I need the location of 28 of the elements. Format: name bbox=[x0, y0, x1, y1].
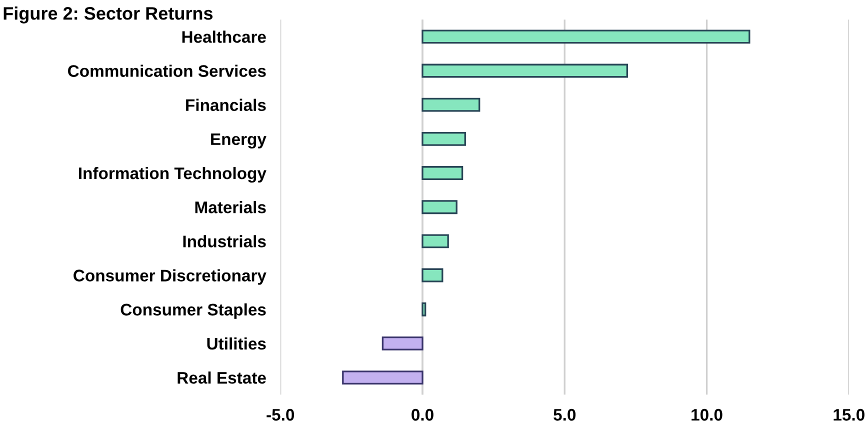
y-tick-label: Financials bbox=[186, 98, 266, 112]
bar bbox=[382, 336, 424, 350]
y-tick-label: Information Technology bbox=[79, 166, 266, 183]
y-tick-label: Real Estate bbox=[178, 371, 266, 384]
bar bbox=[422, 302, 426, 316]
x-tick-label: 0.0 bbox=[412, 408, 434, 421]
x-tick-label: 10.0 bbox=[692, 408, 722, 421]
y-tick-label: Communication Services bbox=[68, 64, 266, 77]
text: Figure 2: Sector Returns bbox=[4, 6, 213, 24]
bar bbox=[422, 200, 458, 214]
bar bbox=[422, 268, 444, 282]
bar bbox=[422, 64, 628, 78]
y-tick-label: Healthcare bbox=[182, 30, 266, 43]
y-tick-label: Energy bbox=[211, 133, 266, 148]
bar bbox=[422, 166, 464, 180]
y-tick-label: Materials bbox=[195, 201, 266, 214]
y-tick-label: Consumer Staples bbox=[120, 303, 266, 319]
y-tick-label: Consumer Discretionary bbox=[74, 269, 266, 285]
bar bbox=[422, 132, 466, 146]
bar bbox=[342, 370, 424, 385]
bar bbox=[422, 30, 750, 44]
x-tick-label: -5.0 bbox=[266, 408, 294, 421]
x-tick-label: 5.0 bbox=[554, 408, 576, 421]
bar bbox=[422, 98, 480, 112]
x-tick-label: 15.0 bbox=[834, 408, 864, 421]
bar bbox=[422, 234, 449, 248]
y-tick-label: Industrials bbox=[183, 235, 266, 248]
y-tick-label: Utilities bbox=[207, 337, 266, 350]
